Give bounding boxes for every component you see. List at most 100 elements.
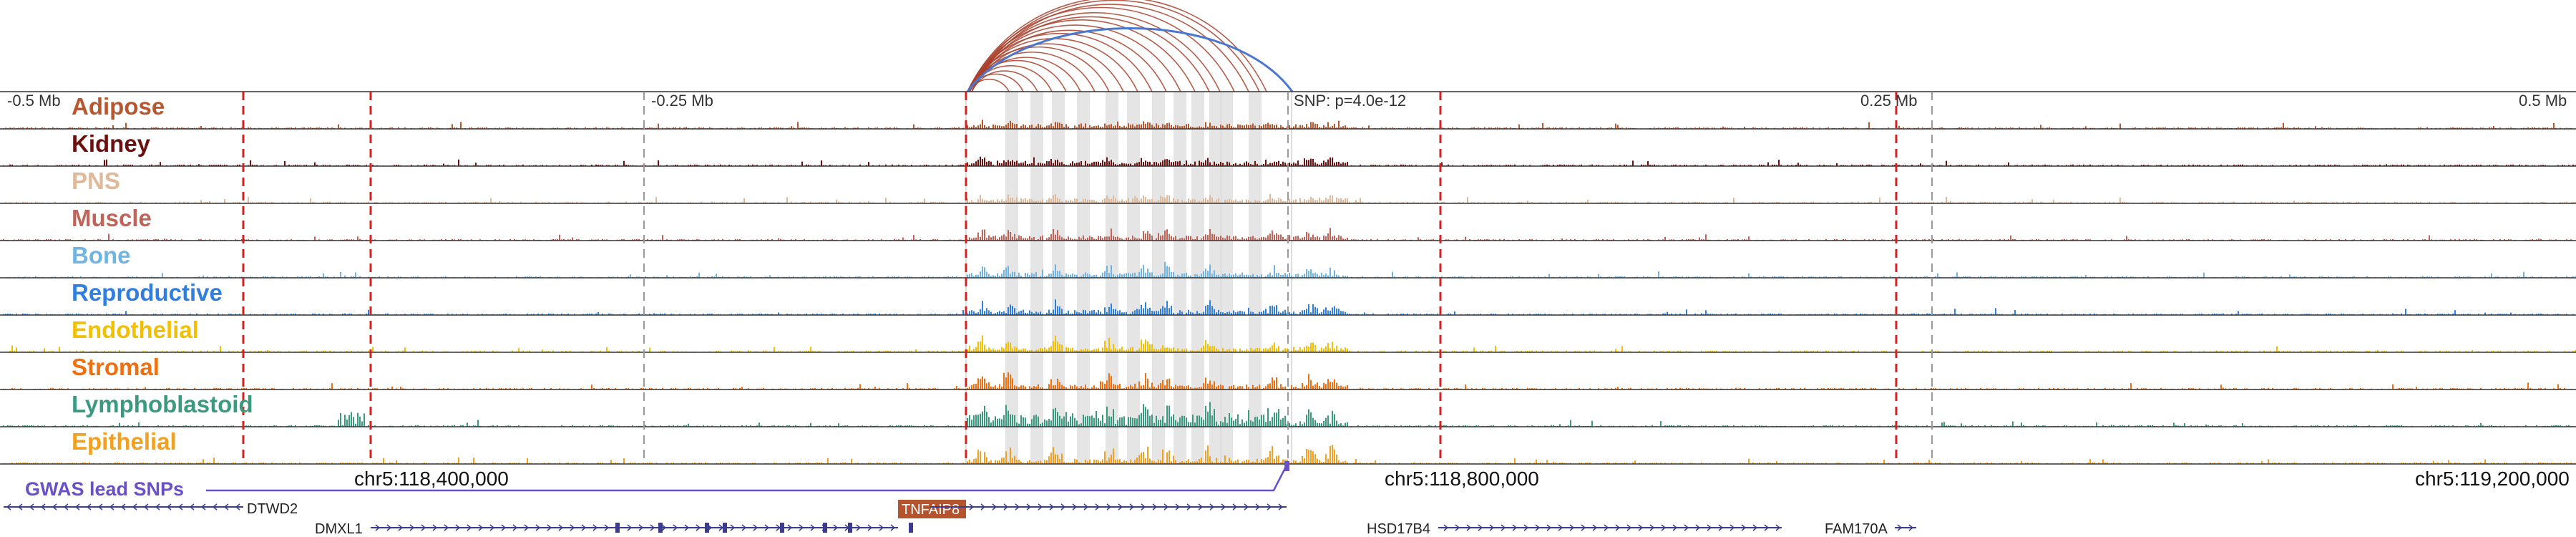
loop-arc <box>969 11 1221 92</box>
gene-strand-arrows-dmxl1 <box>375 524 896 531</box>
strand-arrow <box>524 524 530 531</box>
strand-arrow <box>1267 503 1272 511</box>
loop-arc <box>967 59 1067 92</box>
strand-arrow <box>1129 503 1135 511</box>
strand-arrow <box>52 503 57 511</box>
track-label-kidney: Kidney <box>72 130 151 157</box>
strand-arrow <box>833 524 839 531</box>
strand-arrow <box>1083 503 1089 511</box>
loop-arc <box>971 29 1167 92</box>
strand-arrow <box>1558 524 1563 531</box>
strand-arrow <box>558 524 564 531</box>
coordinate-label-119200000: chr5:119,200,000 <box>2415 468 2570 490</box>
loop-arc <box>971 16 1210 92</box>
strand-arrow <box>1163 503 1169 511</box>
strand-arrow <box>1049 503 1055 511</box>
strand-arrow <box>547 524 552 531</box>
strand-arrow <box>17 503 23 511</box>
strand-arrow <box>1038 503 1043 511</box>
track-label-epithelial: Epithelial <box>72 428 177 455</box>
strand-arrow <box>1615 524 1621 531</box>
strand-arrow <box>1466 524 1472 531</box>
strand-arrow <box>200 503 206 511</box>
strand-arrow <box>1569 524 1575 531</box>
track-label-muscle: Muscle <box>72 205 152 231</box>
strand-arrow <box>1672 524 1678 531</box>
strand-arrow <box>992 503 997 511</box>
strand-arrow <box>1661 524 1667 531</box>
strand-arrow <box>455 524 461 531</box>
axis-tick-plus-quarter-mb: 0.25 Mb <box>1860 92 1918 110</box>
strand-arrow <box>409 524 415 531</box>
strand-arrow <box>143 503 149 511</box>
strand-arrow <box>1752 524 1758 531</box>
track-label-reproductive: Reproductive <box>72 279 223 306</box>
loop-arc <box>969 24 1181 92</box>
strand-arrow <box>1649 524 1655 531</box>
strand-arrow <box>120 503 126 511</box>
loop-arc <box>967 0 1267 92</box>
strand-arrow <box>1626 524 1632 531</box>
strand-arrow <box>1707 524 1712 531</box>
strand-arrow <box>1209 503 1215 511</box>
strand-arrow <box>235 503 240 511</box>
strand-arrow <box>1152 503 1158 511</box>
strand-arrow <box>1232 503 1238 511</box>
axis-snp-pvalue: SNP: p=4.0e-12 <box>1294 92 1406 110</box>
gene-strand-arrows-hsd17b4 <box>1443 524 1781 531</box>
gene-exon <box>823 523 827 533</box>
strand-arrow <box>6 503 11 511</box>
loop-arcs <box>966 0 1294 92</box>
loop-arc <box>967 6 1235 92</box>
strand-arrow <box>638 524 644 531</box>
strand-arrow <box>1489 524 1495 531</box>
strand-arrow <box>155 503 160 511</box>
strand-arrow <box>444 524 449 531</box>
gene-exon <box>723 523 727 533</box>
strand-arrow <box>1501 524 1506 531</box>
strand-arrow <box>1175 503 1181 511</box>
strand-arrow <box>1604 524 1609 531</box>
strand-arrow <box>109 503 114 511</box>
strand-arrow <box>467 524 472 531</box>
gene-highlight-tnfaip8 <box>898 500 966 518</box>
strand-arrow <box>421 524 426 531</box>
strand-arrow <box>40 503 46 511</box>
strand-arrow <box>386 524 392 531</box>
signal-tracks <box>0 91 2576 465</box>
highlight-columns <box>965 91 1292 465</box>
strand-arrow <box>661 524 667 531</box>
strand-arrow <box>1546 524 1552 531</box>
strand-arrow <box>29 503 34 511</box>
strand-arrow <box>375 524 381 531</box>
strand-arrow <box>1060 503 1066 511</box>
strand-arrow <box>1118 503 1123 511</box>
gene-label-dmxl1: DMXL1 <box>315 521 363 537</box>
loop-arc <box>967 32 1153 92</box>
strand-arrow <box>1221 503 1226 511</box>
strand-arrow <box>696 524 701 531</box>
strand-arrow <box>1186 503 1192 511</box>
strand-arrow <box>980 503 986 511</box>
strand-arrow <box>592 524 598 531</box>
strand-arrow <box>189 503 195 511</box>
gene-label-fam170a: FAM170A <box>1825 521 1888 537</box>
strand-arrow <box>1695 524 1701 531</box>
strand-arrow <box>810 524 816 531</box>
gene-exon <box>658 523 663 533</box>
gene-exon <box>705 523 709 533</box>
strand-arrow <box>969 503 975 511</box>
signal-track-pns <box>0 193 2576 204</box>
strand-arrow <box>478 524 484 531</box>
loop-arc <box>971 70 1038 92</box>
strand-arrow <box>1478 524 1483 531</box>
coordinate-label-118400000: chr5:118,400,000 <box>354 468 509 490</box>
gene-exon <box>848 523 852 533</box>
track-label-pns: PNS <box>72 168 120 194</box>
strand-arrow <box>489 524 495 531</box>
loop-arc-blue <box>966 27 1294 92</box>
signal-track-stromal <box>0 372 2576 390</box>
gwas-lead-snps-label: GWAS lead SNPs <box>25 478 184 500</box>
strand-arrow <box>684 524 690 531</box>
